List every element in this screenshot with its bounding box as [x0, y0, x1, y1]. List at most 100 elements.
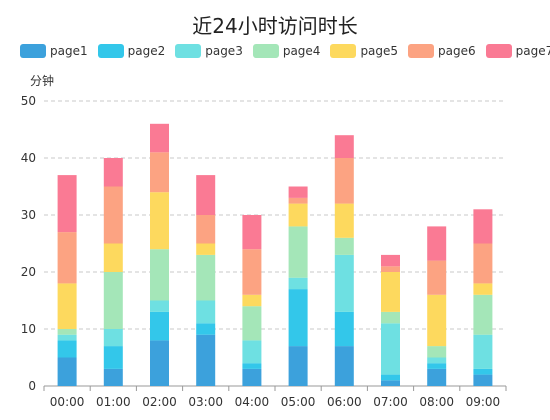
legend-item-page3[interactable]: page3 — [175, 44, 243, 58]
bar-page2-06:00[interactable] — [334, 311, 354, 347]
bar-page2-01:00[interactable] — [103, 346, 123, 369]
x-tick-label: 09:00 — [466, 395, 501, 409]
bar-page5-04:00[interactable] — [242, 294, 262, 307]
y-tick-label: 0 — [28, 379, 36, 393]
bar-page1-09:00[interactable] — [473, 374, 493, 386]
bar-page5-03:00[interactable] — [196, 243, 216, 255]
x-tick-label: 01:00 — [96, 395, 131, 409]
bar-page7-05:00[interactable] — [288, 186, 308, 198]
bar-page1-04:00[interactable] — [242, 368, 262, 386]
bar-page1-06:00[interactable] — [334, 346, 354, 386]
legend-item-page5[interactable]: page5 — [330, 44, 398, 58]
x-tick-label: 03:00 — [188, 395, 223, 409]
legend-label: page4 — [282, 44, 321, 58]
bar-page7-02:00[interactable] — [150, 123, 169, 153]
bar-page6-01:00[interactable] — [103, 186, 123, 244]
bar-page4-00:00[interactable] — [57, 329, 77, 335]
legend-label: page3 — [205, 44, 243, 58]
legend-swatch — [20, 44, 46, 58]
bar-page6-05:00[interactable] — [288, 197, 308, 204]
legend-swatch — [175, 44, 202, 58]
bar-page3-06:00[interactable] — [334, 254, 354, 312]
bar-page7-03:00[interactable] — [196, 175, 216, 215]
bar-page3-01:00[interactable] — [103, 329, 123, 347]
bar-page4-01:00[interactable] — [103, 272, 123, 329]
bar-page6-03:00[interactable] — [196, 215, 216, 244]
bar-page1-01:00[interactable] — [103, 368, 123, 386]
bar-page1-03:00[interactable] — [196, 334, 216, 386]
bar-page5-07:00[interactable] — [381, 272, 400, 312]
x-tick-label: 05:00 — [281, 395, 316, 409]
x-tick-label: 04:00 — [235, 395, 270, 409]
bar-page5-09:00[interactable] — [473, 283, 493, 295]
bar-page3-04:00[interactable] — [242, 340, 262, 364]
bar-page5-08:00[interactable] — [427, 294, 447, 347]
bar-page1-07:00[interactable] — [381, 380, 400, 386]
bar-page4-04:00[interactable] — [242, 306, 262, 341]
bar-page1-05:00[interactable] — [288, 346, 308, 386]
y-tick-label: 50 — [21, 94, 36, 108]
bar-page5-01:00[interactable] — [103, 243, 123, 273]
legend-swatch — [408, 44, 435, 58]
bar-page2-03:00[interactable] — [196, 323, 216, 335]
bar-page6-08:00[interactable] — [427, 260, 447, 295]
bar-page7-04:00[interactable] — [242, 215, 262, 250]
bar-page2-00:00[interactable] — [57, 340, 77, 358]
bar-page7-01:00[interactable] — [103, 158, 123, 187]
bar-page5-05:00[interactable] — [288, 203, 308, 227]
bar-page2-04:00[interactable] — [242, 363, 262, 369]
bar-page5-06:00[interactable] — [334, 203, 354, 238]
x-tick-label: 00:00 — [50, 395, 85, 409]
bar-page2-08:00[interactable] — [427, 363, 447, 369]
x-tick-label: 07:00 — [373, 395, 408, 409]
legend-item-page2[interactable]: page2 — [97, 44, 166, 58]
bar-page5-00:00[interactable] — [57, 283, 77, 329]
bar-page6-06:00[interactable] — [334, 158, 354, 204]
bar-page3-00:00[interactable] — [57, 334, 77, 341]
y-tick-label: 40 — [21, 151, 36, 165]
legend-item-page6[interactable]: page6 — [408, 44, 476, 58]
bar-page3-02:00[interactable] — [150, 300, 169, 312]
bar-page4-02:00[interactable] — [150, 249, 169, 301]
legend-label: page5 — [360, 44, 399, 58]
bar-page7-06:00[interactable] — [334, 135, 354, 158]
legend-item-page1[interactable]: page1 — [20, 44, 88, 58]
bar-page2-07:00[interactable] — [381, 374, 400, 381]
bar-page4-07:00[interactable] — [381, 311, 400, 324]
legend-item-page7[interactable]: page7 — [485, 44, 550, 58]
bar-page7-07:00[interactable] — [381, 254, 400, 267]
bar-page4-03:00[interactable] — [196, 254, 216, 301]
bar-page1-00:00[interactable] — [57, 357, 77, 387]
bar-page7-00:00[interactable] — [57, 175, 77, 233]
bar-page3-09:00[interactable] — [473, 334, 493, 369]
bar-page3-05:00[interactable] — [288, 277, 308, 290]
bar-page6-07:00[interactable] — [381, 266, 400, 272]
x-tick-label: 08:00 — [419, 395, 454, 409]
bar-page6-04:00[interactable] — [242, 249, 262, 295]
legend-label: page2 — [127, 44, 166, 58]
bar-page6-02:00[interactable] — [150, 152, 169, 193]
bar-page4-06:00[interactable] — [334, 237, 354, 255]
bar-page4-08:00[interactable] — [427, 346, 447, 358]
bar-page3-08:00[interactable] — [427, 357, 447, 364]
bar-page2-05:00[interactable] — [288, 289, 308, 347]
bar-page1-08:00[interactable] — [427, 368, 447, 386]
chart-title: 近24小时访问时长 — [192, 14, 358, 38]
bar-page1-02:00[interactable] — [150, 340, 169, 386]
bar-page2-09:00[interactable] — [473, 368, 493, 375]
bar-page6-00:00[interactable] — [57, 232, 77, 284]
bar-page6-09:00[interactable] — [473, 243, 493, 284]
legend-item-page4[interactable]: page4 — [252, 44, 321, 58]
bar-page7-09:00[interactable] — [473, 209, 493, 244]
bar-page4-05:00[interactable] — [288, 226, 308, 278]
bar-page7-08:00[interactable] — [427, 226, 447, 261]
legend-label: page6 — [438, 44, 476, 58]
bar-page2-02:00[interactable] — [150, 311, 169, 341]
legend: page1 page2 page3 page4 page5 page6 page7 — [20, 44, 550, 58]
bar-page3-03:00[interactable] — [196, 300, 216, 324]
bar-page5-02:00[interactable] — [150, 192, 169, 250]
bar-page4-09:00[interactable] — [473, 294, 493, 335]
bar-page3-07:00[interactable] — [381, 323, 400, 375]
